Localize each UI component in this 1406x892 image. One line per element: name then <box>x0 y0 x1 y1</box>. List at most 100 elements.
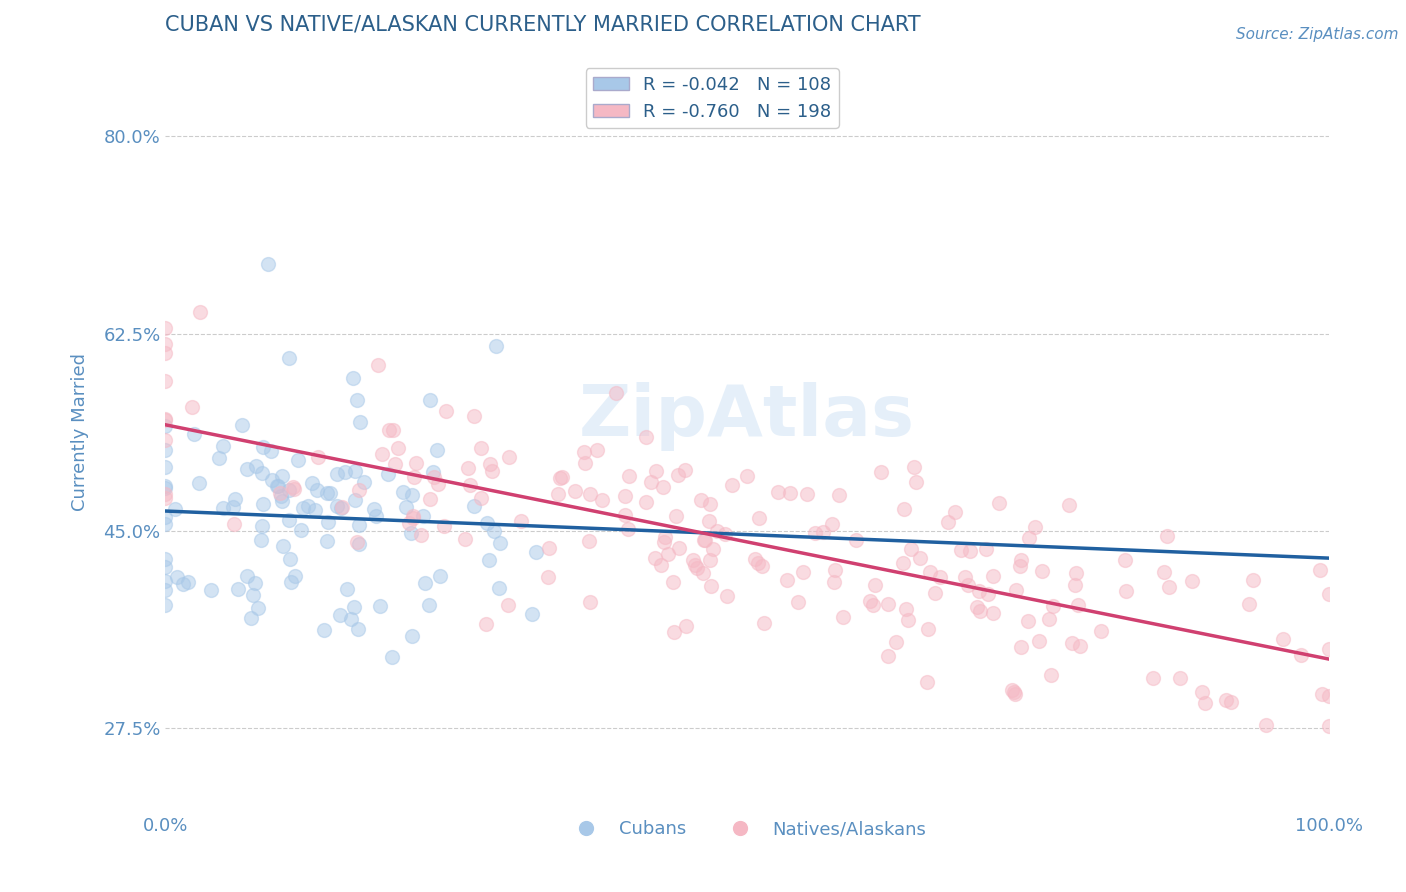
Text: ZipAtlas: ZipAtlas <box>579 383 915 451</box>
Point <box>278 513 301 527</box>
Point <box>859 593 882 607</box>
Point <box>242 588 264 602</box>
Point <box>1157 580 1180 594</box>
Point <box>949 543 972 558</box>
Point <box>779 486 801 500</box>
Point <box>636 429 658 443</box>
Point <box>744 551 766 566</box>
Point <box>548 471 571 485</box>
Point <box>775 573 797 587</box>
Point <box>524 545 547 559</box>
Point <box>155 517 177 532</box>
Point <box>1317 689 1340 703</box>
Point <box>343 493 366 508</box>
Point <box>155 346 177 360</box>
Point <box>1028 634 1050 648</box>
Point <box>796 487 818 501</box>
Point <box>342 371 364 385</box>
Point <box>315 533 337 548</box>
Point <box>1017 614 1039 628</box>
Point <box>699 579 721 593</box>
Point <box>378 423 401 437</box>
Point <box>1010 640 1032 655</box>
Point <box>344 464 367 478</box>
Point <box>957 578 980 592</box>
Point <box>349 415 371 429</box>
Point <box>682 552 704 566</box>
Point <box>821 517 844 532</box>
Point <box>155 413 177 427</box>
Point <box>177 575 200 590</box>
Point <box>270 490 292 504</box>
Point <box>1069 639 1091 653</box>
Point <box>1309 563 1331 577</box>
Point <box>297 500 319 514</box>
Point <box>578 487 600 501</box>
Point <box>477 552 499 566</box>
Point <box>685 558 707 573</box>
Point <box>304 502 326 516</box>
Point <box>367 358 389 372</box>
Point <box>155 459 177 474</box>
Point <box>245 458 267 473</box>
Point <box>381 649 404 664</box>
Point <box>1310 687 1333 701</box>
Point <box>200 582 222 597</box>
Point <box>953 570 976 584</box>
Point <box>1194 696 1216 710</box>
Point <box>1031 564 1053 578</box>
Point <box>1153 565 1175 579</box>
Point <box>283 482 305 496</box>
Point <box>155 418 177 433</box>
Point <box>686 561 709 575</box>
Point <box>250 519 273 533</box>
Point <box>222 500 245 515</box>
Point <box>363 502 385 516</box>
Point <box>328 607 350 622</box>
Point <box>1064 566 1087 580</box>
Point <box>804 526 827 541</box>
Point <box>283 480 305 494</box>
Point <box>256 257 278 271</box>
Point <box>155 560 177 574</box>
Point <box>267 479 290 493</box>
Point <box>915 675 938 690</box>
Point <box>823 575 845 590</box>
Point <box>368 599 391 613</box>
Point <box>877 598 900 612</box>
Point <box>418 598 440 612</box>
Point <box>409 527 432 541</box>
Point <box>401 629 423 643</box>
Point <box>405 456 427 470</box>
Point <box>967 584 990 599</box>
Point <box>347 483 370 497</box>
Point <box>537 541 560 556</box>
Point <box>650 558 672 572</box>
Point <box>458 478 481 492</box>
Point <box>578 533 600 548</box>
Point <box>619 469 641 483</box>
Point <box>699 553 721 567</box>
Point <box>884 635 907 649</box>
Point <box>891 556 914 570</box>
Point <box>747 556 769 570</box>
Point <box>270 494 292 508</box>
Point <box>413 576 436 591</box>
Point <box>454 532 477 546</box>
Point <box>692 566 714 581</box>
Point <box>188 305 211 319</box>
Point <box>346 393 368 408</box>
Point <box>347 622 370 636</box>
Point <box>613 490 636 504</box>
Point <box>721 478 744 492</box>
Point <box>924 586 946 600</box>
Point <box>412 509 434 524</box>
Point <box>520 607 543 621</box>
Point <box>387 441 409 455</box>
Point <box>1181 574 1204 589</box>
Point <box>675 618 697 632</box>
Point <box>155 320 177 334</box>
Point <box>645 464 668 478</box>
Point <box>429 569 451 583</box>
Point <box>401 488 423 502</box>
